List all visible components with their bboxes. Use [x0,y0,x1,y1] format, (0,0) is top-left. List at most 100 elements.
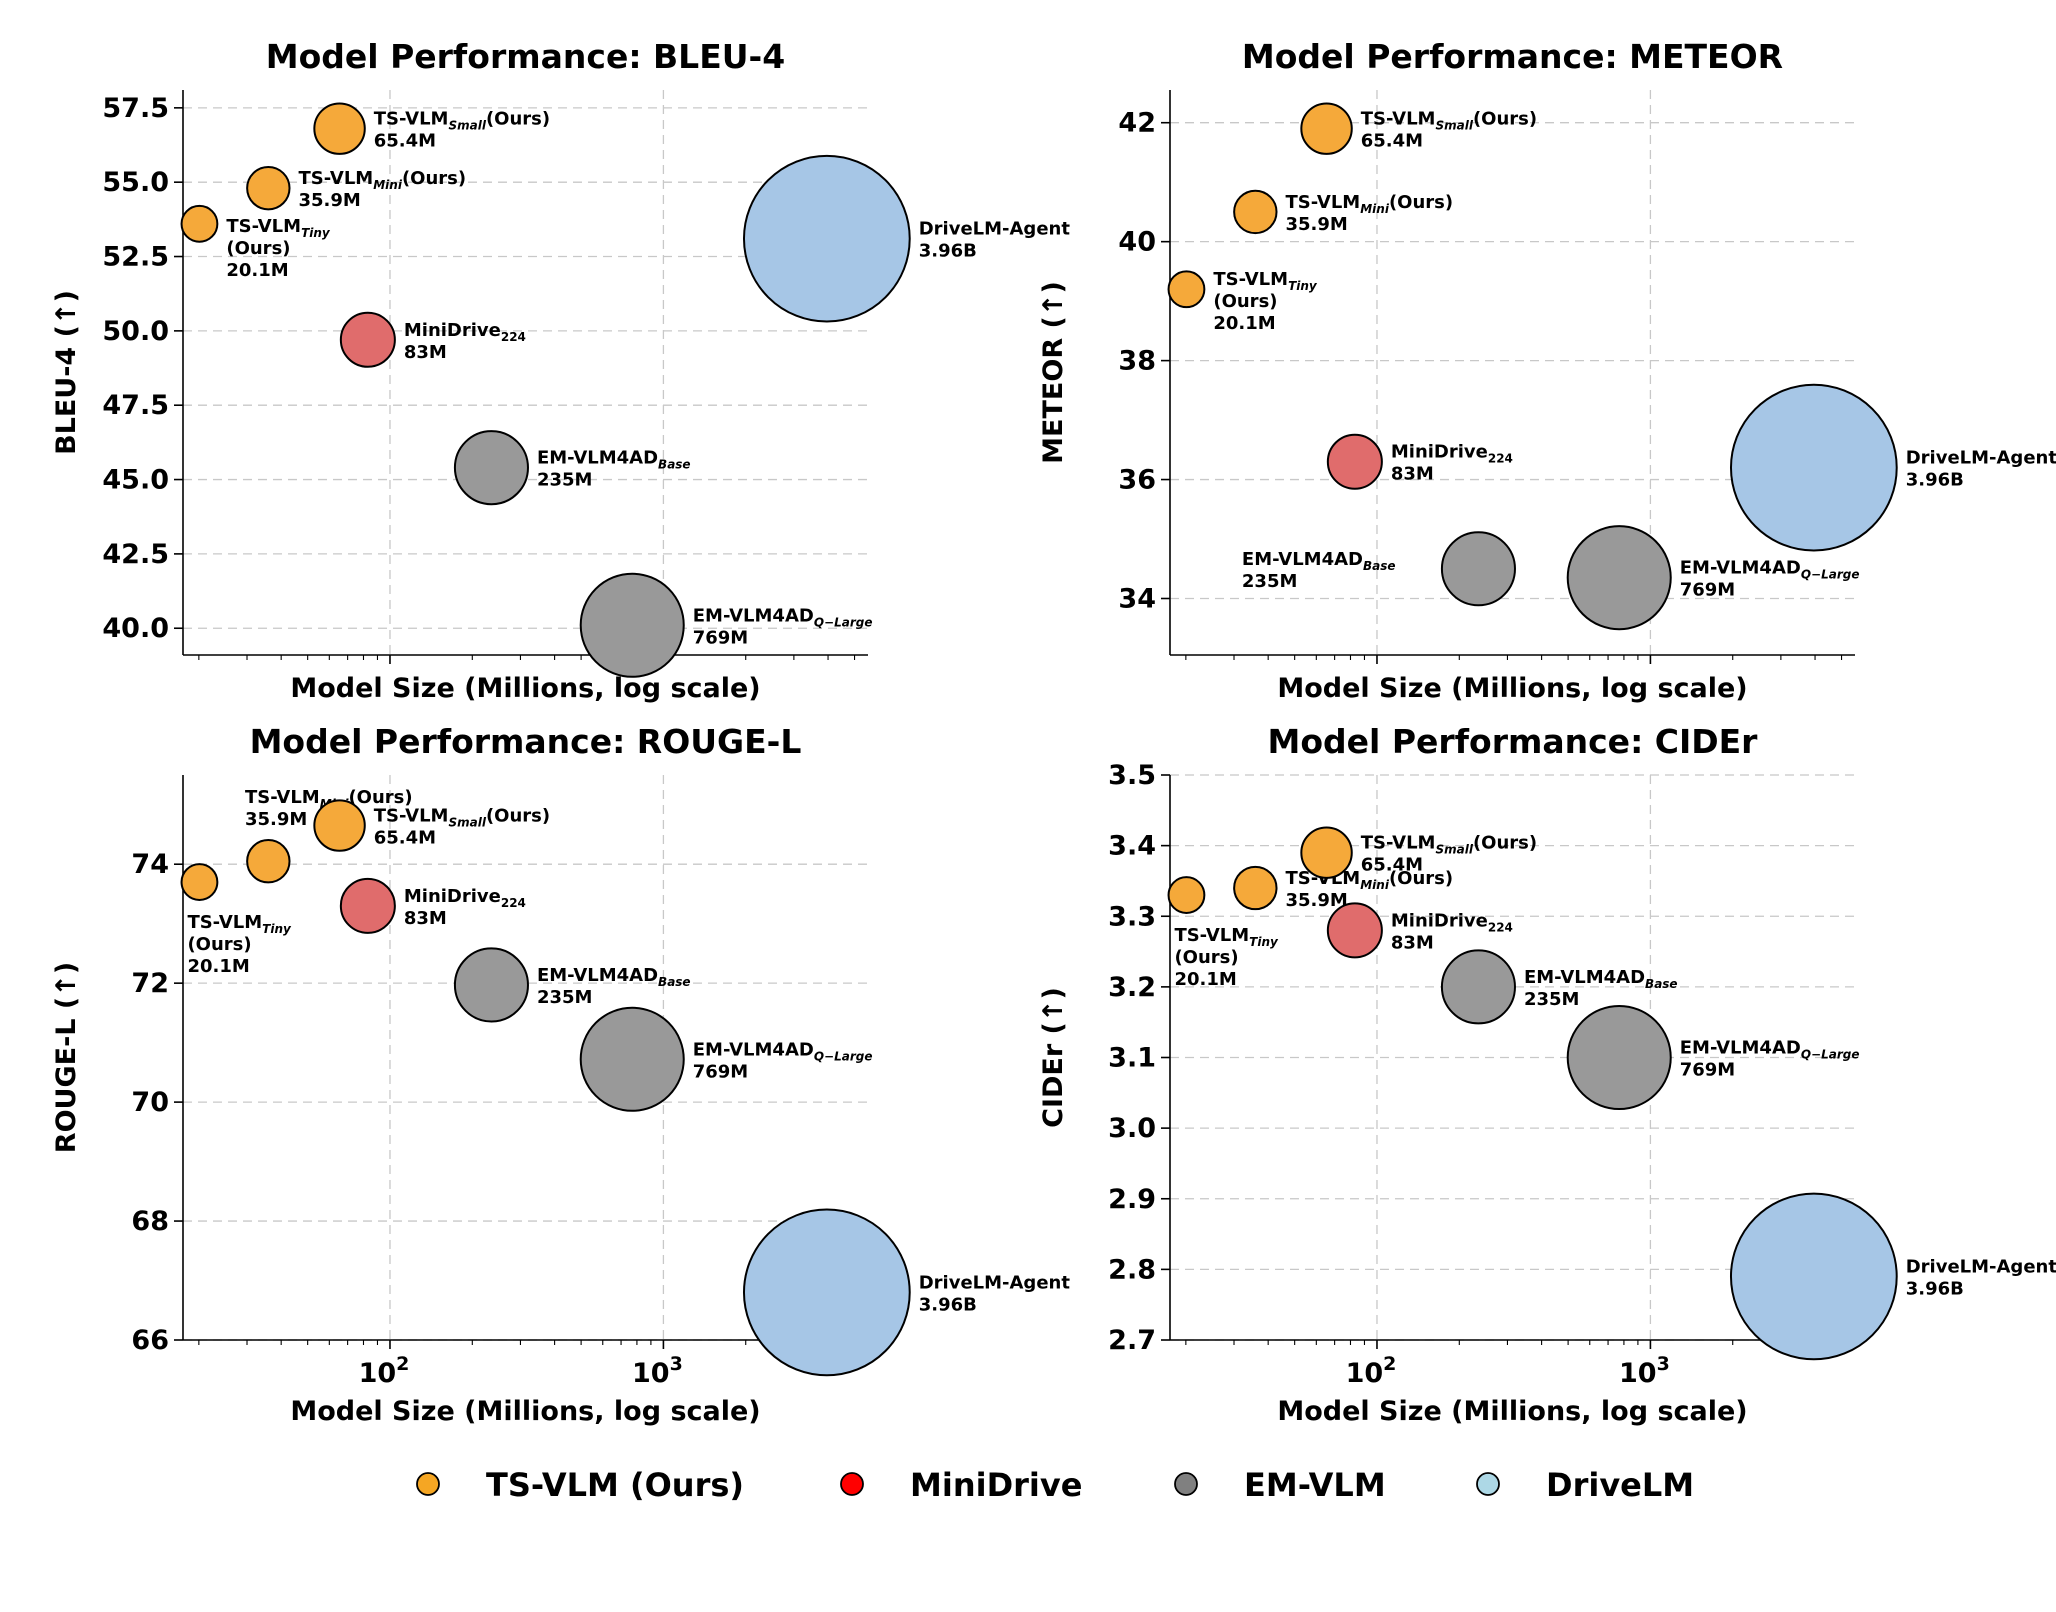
model-size-label: 769M [693,1061,749,1082]
model-size-label: 35.9M [1286,214,1348,235]
y-tick-label: 3.0 [1108,1113,1156,1144]
y-tick-label: 40 [1118,227,1156,258]
y-tick-label: 40.0 [102,613,169,644]
model-size-label: 35.9M [299,190,361,211]
legend-label: EM-VLM [1244,1466,1386,1504]
model-name-label: MiniDrive224 [404,320,526,344]
y-tick-label: 3.3 [1108,901,1156,932]
model-name-label: DriveLM-Agent [919,219,1071,240]
legend-label: TS-VLM (Ours) [486,1466,744,1504]
y-tick-label: 74 [131,849,169,880]
y-tick-label: 50.0 [102,316,169,347]
model-name-label: (Ours) [226,238,290,259]
legend-item: DriveLM [1476,1466,1694,1504]
model-name-label: TS-VLMTiny [1213,269,1318,293]
y-tick-label: 66 [131,1325,169,1356]
model-name-label: EM-VLM4ADQ−Large [693,1039,873,1063]
data-point [313,799,366,852]
y-tick-label: 42.5 [102,539,169,570]
x-axis-label: Model Size (Millions, log scale) [290,1396,760,1427]
data-point [1566,1004,1672,1111]
model-size-label: 20.1M [187,956,249,977]
point-annotation: TS-VLMMini(Ours)35.9M [299,168,467,211]
data-points: TS-VLMTiny(Ours)20.1MTS-VLMMini(Ours)35.… [1167,826,2056,1361]
data-point [742,1208,911,1377]
data-points: TS-VLMTiny(Ours)20.1MTS-VLMMini(Ours)35.… [180,102,1071,678]
model-name-label: EM-VLM4ADBase [1524,967,1678,991]
data-points: TS-VLMTiny(Ours)20.1M TS-VLMMini(Ours)35.… [1167,102,2056,631]
data-point [246,839,291,884]
model-name-label: DriveLM-Agent [919,1272,1071,1293]
data-point [1729,383,1898,552]
model-name-label: MiniDrive224 [1391,442,1513,466]
data-point [313,102,366,155]
y-tick-label: 45.0 [102,465,169,496]
model-name-label: EM-VLM4ADBase [537,965,691,989]
chart-title: Model Performance: CIDEr [1268,722,1759,761]
x-axis-label: Model Size (Millions, log scale) [1277,1396,1747,1427]
model-name-label: TS-VLMSmall(Ours) [374,109,550,133]
data-point [1233,865,1278,911]
chart-panel-4: 2.7 2.8 2.9 3.0 3.1 3.2 3.3 3.4 3.5 102 103 Model P… [1038,722,2056,1427]
chart-title: Model Performance: ROUGE-L [250,722,802,761]
point-annotation: TS-VLMSmall(Ours)65.4M [1361,833,1537,876]
y-axis-label: CIDEr (↑) [1038,987,1069,1128]
y-tick-label: 68 [131,1206,169,1237]
model-size-label: 235M [1242,571,1298,592]
model-size-label: 83M [404,908,447,929]
data-point [742,154,911,323]
x-tick-label: 103 [632,1353,683,1389]
point-annotation: TS-VLMMini(Ours)35.9M [1286,192,1454,235]
model-size-label: 35.9M [245,809,307,830]
model-name-label: EM-VLM4ADBase [537,448,691,472]
y-tick-label: 47.5 [102,390,169,421]
point-annotation: TS-VLMTiny(Ours)20.1M [187,912,292,977]
data-point [339,877,396,934]
model-name-label: (Ours) [1174,947,1238,968]
x-tick-label: 102 [359,1353,410,1389]
point-annotation: TS-VLMTiny(Ours)20.1M [1213,269,1318,334]
y-tick-label: 38 [1118,346,1156,377]
model-size-label: 3.96B [1906,470,1964,491]
y-axis-label: METEOR (↑) [1038,281,1069,464]
x-axis-label: Model Size (Millions, log scale) [290,673,760,704]
legend-label: MiniDrive [910,1466,1082,1504]
data-point [453,430,529,506]
data-point [1167,270,1206,309]
data-point [180,204,219,243]
y-tick-label: 36 [1118,465,1156,496]
model-size-label: 3.96B [919,241,977,262]
data-point [579,1006,685,1112]
data-point [579,572,685,678]
point-annotation: TS-VLMSmall(Ours)65.4M [374,806,550,849]
y-tick-label: 2.8 [1108,1254,1156,1285]
model-name-label: MiniDrive224 [404,886,526,910]
y-tick-label: 55.0 [102,167,169,198]
model-size-label: 3.96B [1906,1278,1964,1299]
model-size-label: 83M [404,342,447,363]
point-annotation: TS-VLMSmall(Ours)65.4M [1361,109,1537,152]
data-point [1300,826,1353,879]
legend-marker-icon [1476,1472,1500,1496]
model-size-label: 65.4M [1361,131,1423,152]
chart-panel-2: 34 36 38 40 42 Model Performance: METEOR Model… [1038,37,2056,704]
model-name-label: EM-VLM4ADQ−Large [1680,1038,1860,1062]
y-tick-label: 70 [131,1087,169,1118]
model-name-label: TS-VLMTiny [226,216,331,240]
data-point [339,311,396,368]
point-annotation: TS-VLMSmall(Ours)65.4M [374,109,550,152]
point-annotation: TS-VLMTiny(Ours)20.1M [1174,925,1279,990]
model-size-label: 769M [693,627,749,648]
legend-label: DriveLM [1546,1466,1694,1504]
